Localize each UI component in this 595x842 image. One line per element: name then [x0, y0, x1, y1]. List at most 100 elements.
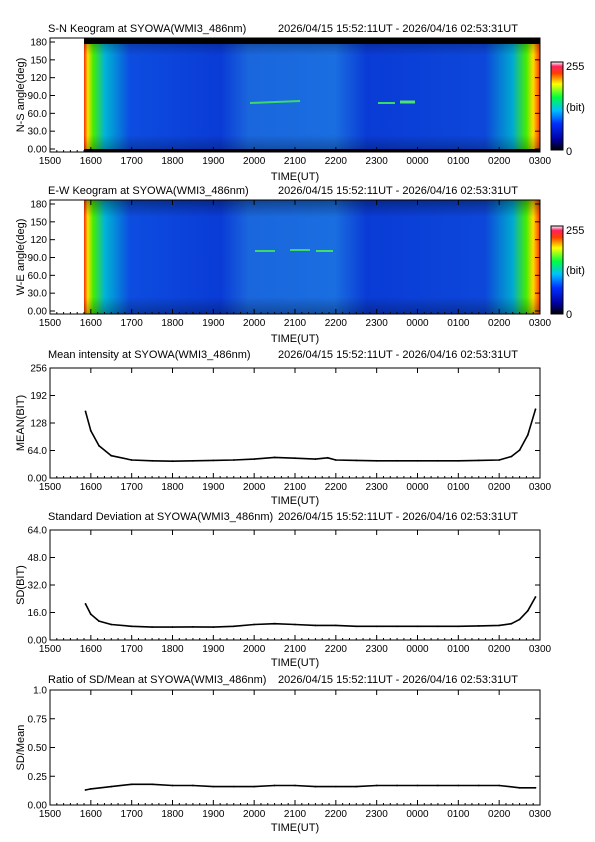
mean-panel: Mean intensity at SYOWA(WMI3_486nm) 2026/…	[15, 349, 552, 507]
ratio-data-point	[273, 784, 276, 787]
ew-x-tick-label-1800: 1800	[161, 318, 184, 329]
ratio-data-point	[192, 784, 194, 787]
ew-colorbar-min: 0	[566, 309, 572, 321]
ratio-data-point	[396, 784, 398, 787]
mean-data-point	[416, 459, 419, 462]
sd-x-tick-label-1700: 1700	[121, 644, 144, 655]
ratio-y-axis-label: SD/Mean	[15, 725, 27, 771]
ratio-x-tick-label-1600: 1600	[80, 809, 103, 820]
mean-data-point	[437, 459, 439, 462]
sd-y-tick-label: 64.0	[28, 526, 48, 537]
sn-keogram-bottom-mask	[84, 149, 540, 152]
sn-y-axis-label: N-S angle(deg)	[15, 58, 27, 133]
mean-data-point	[89, 429, 92, 432]
mean-x-tick-label-1500: 1500	[39, 482, 62, 493]
sd-data-point	[355, 625, 358, 628]
ratio-data-point	[151, 783, 154, 786]
mean-data-point	[355, 459, 358, 462]
mean-data-point	[294, 457, 296, 460]
ratio-data-point	[130, 783, 133, 786]
ratio-data-point	[212, 785, 215, 788]
mean-data-point	[84, 410, 87, 413]
mean-data-point	[130, 459, 133, 461]
ratio-data-point	[171, 784, 174, 787]
sn-y-tick-label: 150	[30, 55, 47, 66]
mean-data-point	[110, 454, 113, 457]
mean-data-point	[457, 459, 460, 462]
mean-x-tick-label-2000: 2000	[243, 482, 266, 493]
ew-x-tick-label-0100: 0100	[447, 318, 470, 329]
ratio-panel: Ratio of SD/Mean at SYOWA(WMI3_486nm) 202…	[15, 674, 552, 834]
ew-y-tick-label: 60.0	[28, 271, 48, 282]
sd-data-point	[396, 625, 398, 628]
ratio-series-line	[85, 783, 536, 791]
sd-data-point	[192, 626, 194, 628]
ratio-y-tick-label: 1.0	[33, 686, 47, 697]
sd-data-point	[151, 626, 154, 628]
mean-data-point	[212, 459, 215, 462]
sd-y-axis-label: SD(BIT)	[15, 565, 27, 605]
sd-x-tick-label-0000: 0000	[406, 644, 429, 655]
ew-x-tick-label-2100: 2100	[284, 318, 307, 329]
sn-x-tick-label-1900: 1900	[202, 156, 225, 167]
ratio-y-tick-label: 0.00	[28, 801, 48, 812]
ratio-data-point	[534, 786, 537, 789]
sd-data-point	[232, 625, 235, 628]
ratio-x-tick-label-1700: 1700	[121, 809, 144, 820]
sd-x-tick-label-2200: 2200	[325, 644, 348, 655]
sn-keogram-shading	[84, 38, 540, 152]
sd-x-tick-label-2300: 2300	[366, 644, 389, 655]
mean-data-point	[518, 449, 521, 451]
ratio-x-tick-label-0200: 0200	[488, 809, 511, 820]
sn-x-axis: 1500 1600 1700 1800 1900 2000 2100 2200 2300 0000…	[39, 38, 552, 167]
sd-x-tick-label-1800: 1800	[161, 644, 184, 655]
mean-data-point	[534, 408, 537, 411]
sn-x-tick-label-2200: 2200	[325, 156, 348, 167]
sn-y-tick-label: 90.0	[28, 91, 48, 102]
mean-title: Mean intensity at SYOWA(WMI3_486nm)	[48, 349, 251, 361]
mean-x-tick-label-2200: 2200	[325, 482, 348, 493]
sd-data-point	[518, 618, 521, 621]
sn-x-tick-label-0100: 0100	[447, 156, 470, 167]
ratio-y-tick-label: 0.50	[28, 743, 48, 754]
ratio-data-point	[253, 785, 256, 788]
mean-series-line	[84, 409, 537, 462]
mean-data-point	[396, 459, 398, 462]
ratio-plot-frame	[49, 689, 541, 806]
sd-y-tick-label: 48.0	[28, 553, 48, 564]
ew-keogram-panel: E-W Keogram at SYOWA(WMI3_486nm) 2026/04…	[15, 185, 585, 345]
mean-y-tick-label: 128	[30, 419, 47, 430]
sn-x-tick-label-1800: 1800	[161, 156, 184, 167]
ratio-data-point	[518, 786, 521, 789]
mean-x-tick-label-0200: 0200	[488, 482, 511, 493]
mean-x-tick-label-0000: 0000	[406, 482, 429, 493]
ratio-data-point	[375, 784, 378, 787]
ratio-x-tick-label-1900: 1900	[202, 809, 225, 820]
sd-x-tick-label-1600: 1600	[80, 644, 103, 655]
ratio-x-tick-label-2300: 2300	[366, 809, 389, 820]
ew-colorbar-max: 255	[566, 225, 584, 237]
ratio-y-tick-label: 0.25	[28, 772, 48, 783]
ew-x-tick-label-1500: 1500	[39, 318, 62, 329]
sn-keogram-title: S-N Keogram at SYOWA(WMI3_486nm)	[48, 23, 246, 35]
sd-data-point	[273, 622, 276, 625]
ew-colorbar-unit: (bit)	[566, 265, 585, 277]
ratio-data-point	[232, 785, 235, 788]
mean-data-point	[253, 458, 256, 460]
ratio-data-point	[457, 784, 460, 787]
sd-data-point	[457, 625, 460, 628]
ratio-data-point	[84, 789, 87, 791]
sd-data-point	[437, 625, 439, 628]
sn-x-tick-label-0000: 0000	[406, 156, 429, 167]
sn-colorbar-max: 255	[566, 61, 584, 73]
sn-y-axis: 180 150 120 90.0 60.0 30.0 0.00	[28, 38, 540, 156]
sn-x-tick-label-1700: 1700	[121, 156, 144, 167]
sd-data-point	[416, 625, 419, 628]
ratio-x-tick-label-1500: 1500	[39, 809, 62, 820]
sd-plot-frame	[49, 529, 541, 641]
mean-data-point	[510, 455, 513, 458]
ew-x-tick-label-1900: 1900	[202, 318, 225, 329]
sn-colorbar-min: 0	[566, 146, 572, 158]
sd-data-point	[212, 626, 215, 628]
mean-x-tick-label-2100: 2100	[284, 482, 307, 493]
